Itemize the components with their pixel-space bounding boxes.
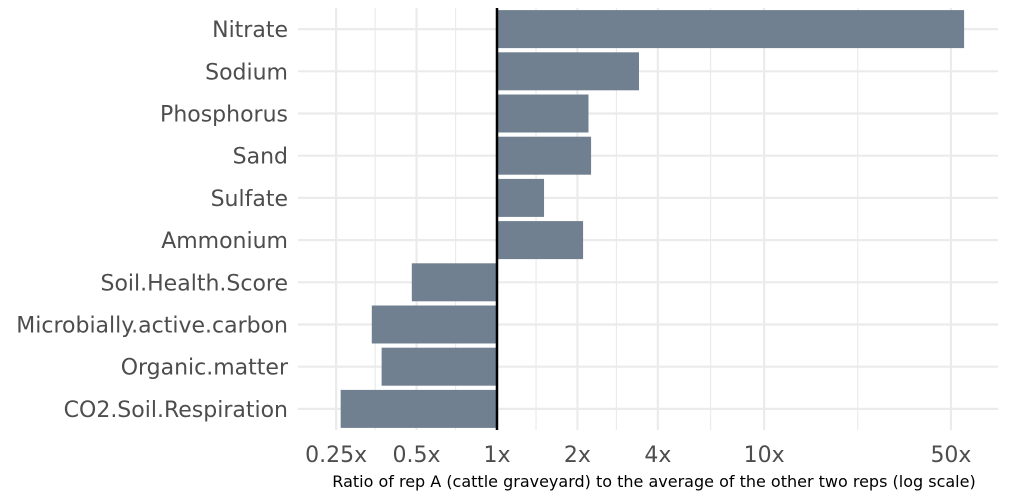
x-tick-labels: 0.25x 0.5x 1x 2x 4x 10x 50x [305,443,971,468]
x-axis-title: Ratio of rep A (cattle graveyard) to the… [332,472,975,491]
x-tick-label: 0.5x [393,443,441,468]
category-label: Ammonium [161,229,288,254]
category-label: Phosphorus [160,103,288,128]
bar-nitrate [496,10,965,49]
category-labels: Nitrate Sodium Phosphorus Sand Sulfate Ammoni… [16,18,289,423]
bar-phosphorus [496,94,589,133]
x-tick-label: 0.25x [305,443,367,468]
x-tick-label: 10x [744,443,785,468]
bar-sulfate [496,178,545,217]
bar-soil-health-score [411,263,497,302]
category-label: Sand [233,145,288,170]
category-label: Microbially.active.carbon [16,314,288,339]
bar-microbially-active-carbon [371,305,497,344]
category-label: Sulfate [211,187,288,212]
x-tick-label: 4x [644,443,671,468]
bar-organic-matter [381,347,497,386]
x-tick-label: 1x [483,443,510,468]
category-label: CO2.Soil.Respiration [64,398,288,423]
bar-ammonium [496,221,584,260]
category-label: Organic.matter [121,356,289,381]
category-label: Soil.Health.Score [101,271,289,296]
category-label: Nitrate [212,18,288,43]
bar-sodium [496,52,639,91]
bar-co2-soil-respiration [340,389,497,428]
bar-sand [496,136,592,175]
category-label: Sodium [205,60,288,85]
x-tick-label: 50x [930,443,971,468]
bars [340,10,965,428]
x-tick-label: 2x [564,443,591,468]
